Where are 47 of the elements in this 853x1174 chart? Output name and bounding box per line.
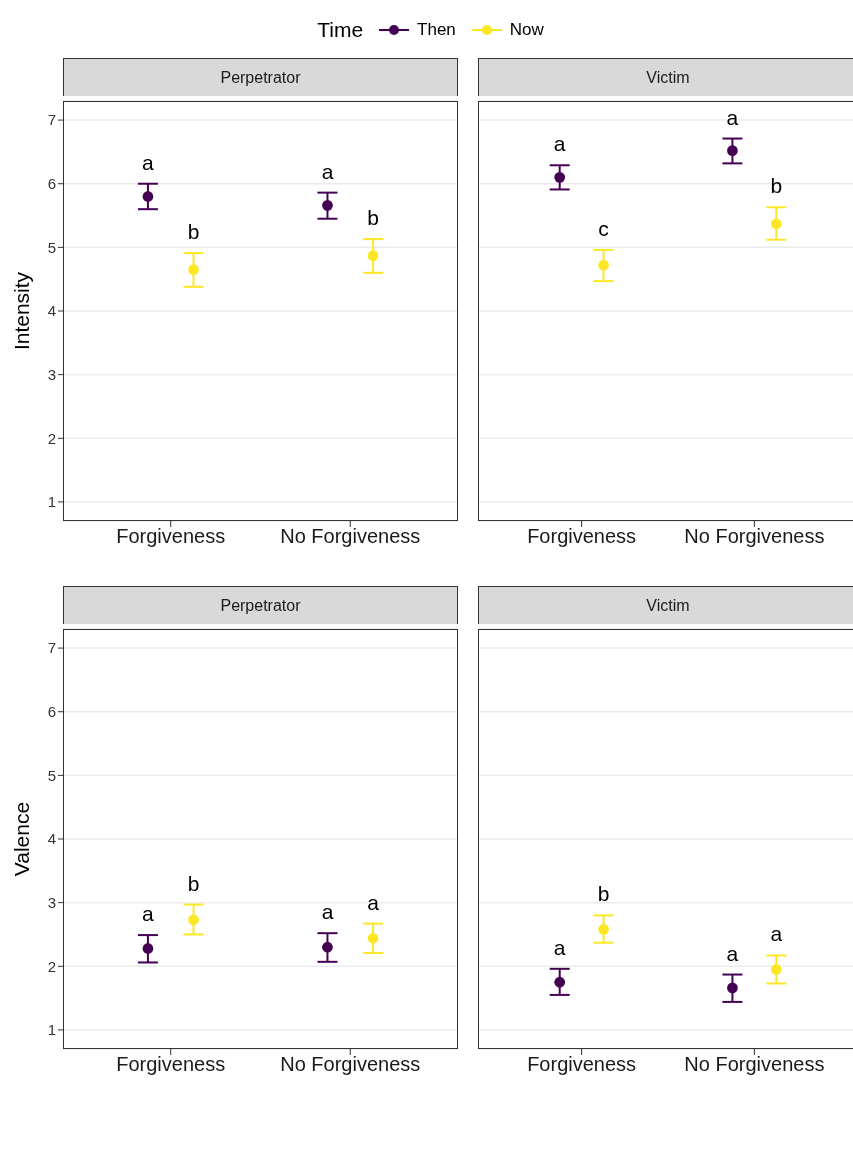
annotation: a <box>552 131 567 158</box>
annotation: a <box>141 149 155 176</box>
annotation: b <box>596 881 611 908</box>
legend-label: Then <box>417 20 456 40</box>
x-tick-label: Forgiveness <box>527 1053 637 1076</box>
chart-title: Victim <box>478 58 853 96</box>
annotation: b <box>769 173 784 200</box>
y-tick-label: 5 <box>47 238 56 256</box>
x-tick-label: No Forgiveness <box>280 525 421 548</box>
legend-title: Time <box>317 18 364 42</box>
annotation: b <box>186 219 201 246</box>
legend-label: Now <box>509 20 544 40</box>
y-tick-label: 5 <box>47 766 56 784</box>
annotation: a <box>725 940 740 967</box>
y-tick-label: 1 <box>47 493 56 511</box>
annotation: a <box>320 158 335 185</box>
y-tick-label: 3 <box>47 893 56 911</box>
annotation: a <box>320 899 335 926</box>
y-tick-label: 7 <box>47 111 56 129</box>
x-tick-label: Forgiveness <box>116 525 226 548</box>
y-axis-title: Valence <box>10 801 34 877</box>
y-tick-label: 6 <box>47 175 56 193</box>
y-tick-label: 6 <box>47 703 56 721</box>
y-tick-label: 7 <box>47 639 56 657</box>
y-tick-label: 4 <box>47 302 56 320</box>
annotation: a <box>725 104 740 131</box>
annotation: c <box>597 215 610 242</box>
x-tick-label: Forgiveness <box>116 1053 226 1076</box>
x-tick-label: No Forgiveness <box>280 1053 421 1076</box>
y-tick-label: 3 <box>47 365 56 383</box>
annotation: b <box>366 205 380 232</box>
y-axis-title: Intensity <box>10 271 34 351</box>
y-tick-label: 2 <box>47 429 56 447</box>
chart-title: Victim <box>478 586 853 624</box>
annotation: a <box>769 921 784 948</box>
y-tick-label: 2 <box>47 957 56 975</box>
y-tick-label: 1 <box>47 1021 56 1039</box>
annotation: a <box>552 934 567 961</box>
chart-title: Perpetrator <box>63 58 458 96</box>
y-tick-label: 4 <box>47 830 56 848</box>
chart-title: Perpetrator <box>63 586 458 624</box>
x-tick-label: Forgiveness <box>527 525 637 548</box>
x-tick-label: No Forgiveness <box>684 1053 825 1076</box>
annotation: a <box>366 889 380 916</box>
annotation: a <box>141 901 155 928</box>
annotation: b <box>186 870 201 897</box>
x-tick-label: No Forgiveness <box>684 525 825 548</box>
